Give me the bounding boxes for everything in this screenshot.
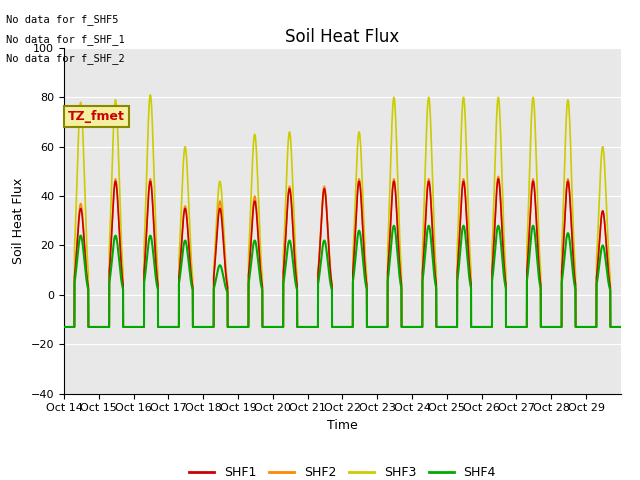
SHF3 bbox=[537, 324, 545, 330]
SHF3 bbox=[617, 324, 625, 330]
Text: No data for f_SHF_2: No data for f_SHF_2 bbox=[6, 53, 125, 64]
Y-axis label: Soil Heat Flux: Soil Heat Flux bbox=[12, 178, 25, 264]
SHF1 bbox=[495, 180, 503, 186]
SHF1 bbox=[617, 324, 625, 330]
SHF4 bbox=[537, 324, 545, 330]
SHF2 bbox=[495, 173, 502, 179]
SHF3 bbox=[60, 324, 68, 330]
SHF2 bbox=[60, 324, 68, 330]
SHF2 bbox=[537, 324, 545, 330]
SHF3 bbox=[393, 153, 401, 159]
Legend: SHF1, SHF2, SHF3, SHF4: SHF1, SHF2, SHF3, SHF4 bbox=[184, 461, 501, 480]
Line: SHF4: SHF4 bbox=[64, 226, 621, 327]
Line: SHF2: SHF2 bbox=[64, 176, 621, 327]
SHF2 bbox=[617, 324, 625, 330]
SHF4 bbox=[495, 225, 503, 231]
SHF2 bbox=[495, 178, 503, 183]
SHF3 bbox=[364, 324, 371, 330]
SHF1 bbox=[537, 324, 545, 330]
Text: No data for f_SHF5: No data for f_SHF5 bbox=[6, 14, 119, 25]
SHF1 bbox=[495, 176, 502, 182]
Line: SHF1: SHF1 bbox=[64, 179, 621, 327]
SHF4 bbox=[393, 245, 401, 251]
SHF1 bbox=[363, 324, 371, 330]
SHF4 bbox=[523, 324, 531, 330]
SHF1 bbox=[175, 269, 183, 275]
SHF3 bbox=[176, 245, 184, 251]
SHF4 bbox=[60, 324, 68, 330]
SHF1 bbox=[523, 324, 531, 330]
Text: TZ_fmet: TZ_fmet bbox=[68, 110, 125, 123]
SHF3 bbox=[147, 92, 154, 98]
SHF1 bbox=[393, 213, 401, 218]
X-axis label: Time: Time bbox=[327, 419, 358, 432]
Line: SHF3: SHF3 bbox=[64, 95, 621, 327]
SHF2 bbox=[363, 324, 371, 330]
SHF2 bbox=[523, 324, 531, 330]
Text: No data for f_SHF_1: No data for f_SHF_1 bbox=[6, 34, 125, 45]
SHF4 bbox=[617, 324, 625, 330]
Title: Soil Heat Flux: Soil Heat Flux bbox=[285, 28, 399, 47]
SHF4 bbox=[390, 223, 398, 228]
SHF1 bbox=[60, 324, 68, 330]
SHF4 bbox=[363, 324, 371, 330]
SHF4 bbox=[175, 277, 183, 283]
SHF2 bbox=[175, 268, 183, 274]
SHF3 bbox=[495, 100, 503, 106]
SHF3 bbox=[523, 324, 531, 330]
SHF2 bbox=[393, 211, 401, 216]
